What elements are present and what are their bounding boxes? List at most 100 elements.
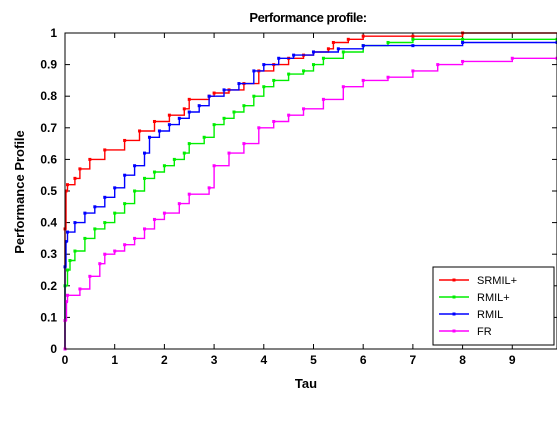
data-point	[555, 56, 557, 60]
data-point	[311, 50, 315, 54]
data-point	[202, 135, 206, 139]
data-point	[98, 262, 102, 266]
data-point	[123, 202, 127, 206]
data-point	[143, 227, 147, 231]
x-tick-label: 1	[111, 353, 118, 367]
data-point	[341, 50, 345, 54]
data-point	[411, 69, 415, 73]
data-point	[123, 138, 127, 142]
data-point	[222, 116, 226, 120]
legend-marker	[452, 312, 456, 316]
data-point	[197, 104, 201, 108]
data-point	[138, 129, 142, 133]
data-point	[386, 75, 390, 79]
data-point	[177, 116, 181, 120]
data-point	[461, 40, 465, 44]
data-point	[147, 135, 151, 139]
data-point	[222, 88, 226, 92]
data-point	[272, 78, 276, 82]
data-point	[113, 211, 117, 215]
data-point	[177, 202, 181, 206]
data-point	[93, 227, 97, 231]
data-point	[207, 94, 211, 98]
data-point	[302, 69, 306, 73]
legend-label: RMIL+	[477, 292, 510, 304]
series-line-rmil	[64, 41, 557, 349]
y-tick-label: 0.4	[40, 216, 57, 230]
data-point	[287, 113, 291, 117]
data-point	[73, 249, 77, 253]
data-point	[321, 56, 325, 60]
data-point	[64, 189, 68, 193]
x-tick-label: 5	[310, 353, 317, 367]
y-tick-label: 0.6	[40, 152, 57, 166]
data-point	[187, 192, 191, 196]
data-point	[123, 173, 127, 177]
data-point	[187, 142, 191, 146]
data-point	[302, 107, 306, 111]
data-point	[292, 53, 296, 57]
data-point	[311, 63, 315, 67]
legend-label: FR	[477, 326, 492, 338]
data-point	[143, 151, 147, 155]
data-point	[133, 236, 137, 240]
data-point	[411, 34, 415, 38]
data-point	[242, 104, 246, 108]
data-point	[252, 94, 256, 98]
y-tick-label: 0.1	[40, 310, 57, 324]
y-tick-label: 0.2	[40, 279, 57, 293]
data-point	[68, 259, 72, 263]
data-point	[83, 211, 87, 215]
data-point	[257, 126, 261, 130]
data-point	[83, 236, 87, 240]
data-point	[88, 274, 92, 278]
data-point	[361, 78, 365, 82]
data-point	[212, 164, 216, 168]
data-point	[65, 230, 69, 234]
y-tick-label: 1	[50, 26, 57, 40]
x-tick-label: 3	[211, 353, 218, 367]
data-point	[461, 59, 465, 63]
x-tick-label: 7	[410, 353, 417, 367]
data-point	[64, 240, 68, 244]
x-tick-label: 0	[62, 353, 69, 367]
data-point	[152, 170, 156, 174]
data-point	[341, 85, 345, 89]
x-tick-label: 4	[260, 353, 267, 367]
data-point	[157, 129, 161, 133]
data-point	[207, 186, 211, 190]
x-axis-label: Tau	[295, 376, 317, 391]
data-point	[212, 123, 216, 127]
legend-label: RMIL	[477, 309, 503, 321]
data-point	[113, 249, 117, 253]
y-axis-label: Performance Profile	[12, 130, 27, 254]
data-point	[212, 91, 216, 95]
data-point	[277, 56, 281, 60]
data-point	[555, 40, 557, 44]
data-point	[123, 243, 127, 247]
data-point	[237, 82, 241, 86]
data-point	[436, 63, 440, 67]
x-tick-label: 2	[161, 353, 168, 367]
data-point	[73, 176, 77, 180]
data-point	[143, 176, 147, 180]
y-tick-label: 0.8	[40, 89, 57, 103]
chart-title: Performance profile:	[249, 10, 366, 25]
data-point	[162, 211, 166, 215]
legend-marker	[452, 278, 456, 282]
data-point	[103, 252, 107, 256]
y-tick-label: 0	[50, 342, 57, 356]
y-tick-label: 0.9	[40, 58, 57, 72]
data-point	[242, 142, 246, 146]
legend-label: SRMIL+	[477, 275, 517, 287]
data-point	[510, 56, 514, 60]
data-point	[65, 183, 69, 187]
data-point	[227, 151, 231, 155]
data-point	[78, 287, 82, 291]
x-tick-label: 9	[509, 353, 516, 367]
data-point	[182, 151, 186, 155]
data-point	[361, 34, 365, 38]
data-point	[361, 44, 365, 48]
y-tick-label: 0.7	[40, 121, 57, 135]
